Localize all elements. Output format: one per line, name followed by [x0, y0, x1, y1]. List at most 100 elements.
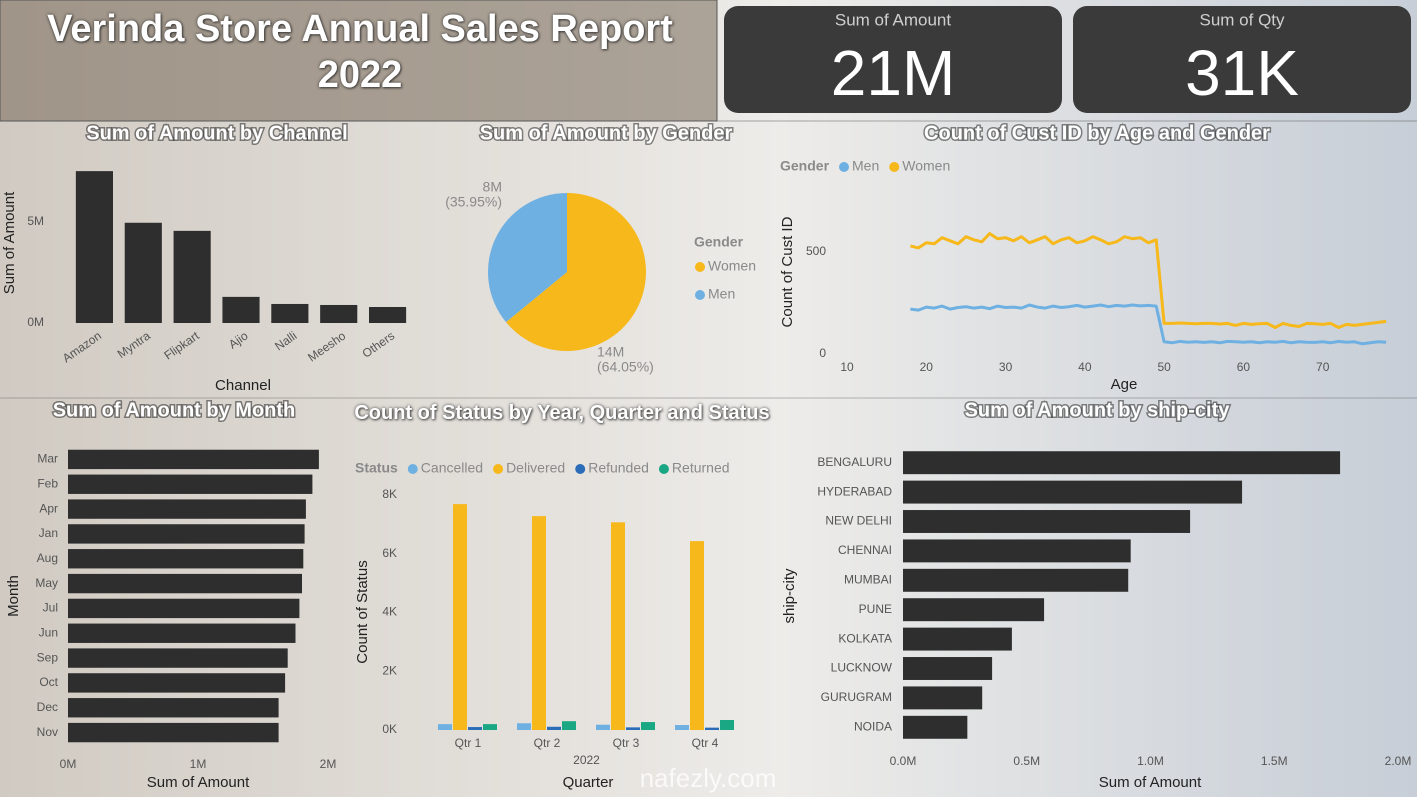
y-tick-label: Jan: [39, 526, 58, 540]
bar: [903, 627, 1012, 651]
legend-swatch: [575, 464, 586, 474]
bar: [222, 296, 260, 323]
bar: [517, 723, 531, 730]
bar: [675, 725, 689, 730]
bar: [596, 724, 610, 730]
y-tick-label: NEW DELHI: [825, 514, 892, 528]
y-tick-label: 0M: [27, 315, 44, 329]
x-tick-label: Qtr 1: [455, 736, 482, 750]
y-tick-label: NOIDA: [854, 719, 892, 733]
bar: [68, 549, 304, 569]
x-tick-label: Qtr 3: [613, 736, 640, 750]
bar: [124, 222, 162, 323]
legend-swatch: [695, 290, 705, 300]
x-tick-label: 1M: [190, 757, 207, 771]
watermark: nafezly.com: [640, 763, 777, 793]
x-axis-title: Age: [1111, 376, 1138, 393]
y-axis-title: Sum of Amount: [1, 191, 18, 294]
x-axis-title: Quarter: [563, 774, 614, 791]
x-tick-label: Qtr 4: [692, 736, 719, 750]
bar: [483, 724, 497, 730]
bar: [903, 539, 1131, 563]
line: [910, 232, 1387, 329]
chart-title: Sum of Amount by ship-city: [965, 399, 1231, 421]
kpi-value: 31K: [1185, 37, 1299, 109]
chart-title: Sum of Amount by Channel: [86, 122, 347, 144]
bar: [68, 648, 288, 668]
bar: [532, 516, 546, 730]
bar: [68, 673, 286, 693]
bar: [903, 657, 993, 680]
bar: [68, 598, 300, 619]
y-tick-label: Sep: [37, 650, 59, 664]
x-tick-label: 1.0M: [1137, 754, 1164, 768]
y-axis-title: Count of Status: [354, 560, 371, 663]
legend-swatch: [695, 262, 705, 272]
x-tick-label: 30: [999, 360, 1013, 374]
y-axis-title: Count of Cust ID: [779, 216, 796, 327]
chart-title: Count of Status by Year, Quarter and Sta…: [354, 402, 770, 424]
kpi-card: [1073, 6, 1411, 113]
x-tick-label: 0.5M: [1013, 754, 1040, 768]
bar: [68, 449, 319, 470]
chart-title: Count of Cust ID by Age and Gender: [924, 122, 1270, 144]
bar: [68, 698, 279, 718]
y-tick-label: Jul: [43, 601, 58, 615]
bar: [68, 474, 313, 494]
legend-label: Men: [708, 286, 735, 302]
bar: [903, 451, 1341, 475]
y-tick-label: Jun: [39, 625, 58, 639]
data-label: (35.95%): [445, 194, 502, 210]
bar: [903, 686, 983, 710]
x-tick-label: 70: [1316, 360, 1330, 374]
x-tick-label: 10: [840, 360, 854, 374]
legend-swatch: [839, 162, 850, 172]
y-tick-label: 6K: [382, 546, 397, 560]
bar: [173, 230, 211, 323]
x-tick-label: Qtr 2: [534, 736, 561, 750]
legend-swatch: [407, 464, 418, 474]
x-tick-label: 60: [1237, 360, 1251, 374]
bar: [271, 303, 309, 323]
bar: [453, 504, 467, 730]
x-tick-label: 1.5M: [1261, 754, 1288, 768]
x-tick-label: 2.0M: [1385, 754, 1412, 768]
y-axis-title: Month: [5, 575, 22, 617]
y-tick-label: 8K: [382, 487, 397, 501]
legend-label: Refunded: [588, 460, 649, 476]
x-tick-label: 20: [920, 360, 934, 374]
bar: [903, 598, 1045, 622]
bar: [562, 721, 576, 730]
x-tick-label: 2M: [320, 757, 337, 771]
bar: [611, 522, 625, 730]
legend-swatch: [889, 162, 900, 172]
bar: [68, 499, 306, 519]
line: [910, 303, 1387, 346]
bar: [68, 524, 305, 544]
x-tick-label: 0M: [60, 757, 77, 771]
bar: [705, 727, 719, 730]
y-tick-label: Dec: [37, 700, 58, 714]
bar: [903, 510, 1191, 533]
legend-label: Women: [902, 158, 950, 174]
bar: [75, 171, 113, 323]
bar: [690, 541, 704, 730]
bar: [438, 724, 452, 730]
y-tick-label: Mar: [37, 452, 58, 466]
y-tick-label: KOLKATA: [838, 631, 892, 645]
x-tick-label: 40: [1078, 360, 1092, 374]
y-tick-label: BENGALURU: [817, 455, 892, 469]
legend-label: Men: [852, 158, 879, 174]
y-axis-title: ship-city: [781, 568, 798, 624]
pie-slice: [505, 193, 646, 351]
data-label: (64.05%): [597, 359, 654, 375]
legend-label: Returned: [672, 460, 730, 476]
legend-title: Gender: [694, 234, 744, 250]
bar: [68, 722, 279, 743]
kpi-label: Sum of Amount: [835, 10, 952, 29]
bar: [903, 715, 968, 739]
kpi-value: 21M: [831, 37, 956, 109]
legend-title: Gender: [780, 158, 830, 174]
y-tick-label: Aug: [37, 551, 58, 565]
legend-swatch: [493, 464, 504, 474]
